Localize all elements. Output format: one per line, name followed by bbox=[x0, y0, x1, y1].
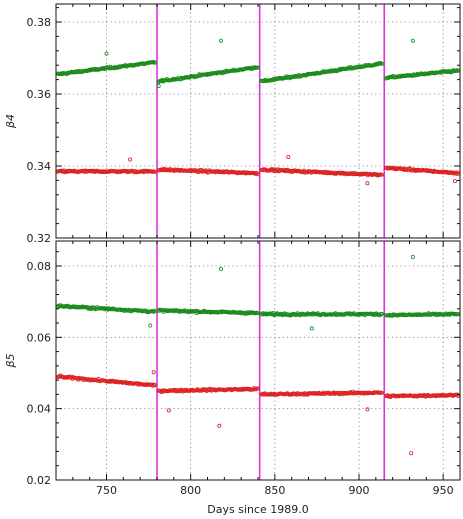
data-point bbox=[255, 65, 260, 70]
data-point-outlier bbox=[286, 154, 291, 159]
y-tick-label: 0.04 bbox=[27, 403, 52, 416]
data-point bbox=[255, 386, 260, 391]
y-tick-label: 0.08 bbox=[27, 260, 52, 273]
y-tick-label: 0.38 bbox=[27, 16, 52, 29]
data-point bbox=[276, 76, 281, 81]
data-point-outlier bbox=[452, 179, 457, 184]
data-point bbox=[96, 376, 101, 381]
data-point bbox=[449, 392, 454, 397]
data-point bbox=[357, 64, 362, 69]
data-point bbox=[379, 172, 384, 177]
bottom-xtick-labels: 750 800 850 900 950 bbox=[96, 484, 454, 497]
y-tick-label: 0.06 bbox=[27, 331, 52, 344]
data-point-outlier bbox=[365, 407, 370, 412]
data-point bbox=[291, 169, 296, 174]
data-point bbox=[177, 388, 182, 393]
data-point bbox=[378, 61, 383, 66]
data-point bbox=[444, 69, 449, 74]
data-point bbox=[90, 305, 95, 310]
y-tick-label: 0.34 bbox=[27, 160, 52, 173]
x-tick-label: 900 bbox=[349, 484, 370, 497]
data-point-outlier bbox=[148, 323, 153, 328]
data-point bbox=[255, 172, 260, 177]
top-vlines bbox=[156, 4, 386, 238]
data-point bbox=[338, 66, 343, 71]
y-tick-label: 0.36 bbox=[27, 88, 52, 101]
data-point-outlier bbox=[128, 157, 133, 162]
x-tick-label: 850 bbox=[264, 484, 285, 497]
data-point bbox=[152, 169, 157, 174]
data-point bbox=[281, 76, 286, 81]
data-point-outlier bbox=[410, 255, 415, 260]
data-point bbox=[379, 311, 384, 316]
top-ytick-labels: 0.32 0.34 0.36 0.38 bbox=[27, 16, 52, 245]
data-point-outlier bbox=[151, 370, 156, 375]
x-axis-label: Days since 1989.0 bbox=[207, 503, 309, 516]
data-point bbox=[108, 378, 113, 383]
data-point bbox=[140, 61, 145, 66]
data-point bbox=[152, 60, 157, 65]
data-point-outlier bbox=[218, 266, 223, 271]
data-point bbox=[142, 308, 147, 313]
data-point bbox=[127, 381, 132, 386]
data-point-outlier bbox=[309, 326, 314, 331]
data-point-outlier bbox=[410, 38, 415, 43]
top-frame bbox=[55, 3, 461, 239]
data-point bbox=[332, 312, 337, 317]
x-tick-label: 750 bbox=[96, 484, 117, 497]
bottom-vlines bbox=[156, 241, 386, 480]
top-y-axis-label: β4 bbox=[4, 114, 17, 129]
data-point bbox=[152, 383, 157, 388]
top-points bbox=[55, 38, 461, 186]
data-point bbox=[79, 305, 84, 310]
x-tick-label: 800 bbox=[180, 484, 201, 497]
data-point bbox=[309, 311, 314, 316]
bottom-frame bbox=[55, 240, 461, 481]
data-point-outlier bbox=[218, 38, 223, 43]
data-point-outlier bbox=[365, 181, 370, 186]
x-tick-label: 950 bbox=[433, 484, 454, 497]
bottom-ticks bbox=[55, 241, 461, 481]
bottom-ytick-labels: 0.02 0.04 0.06 0.08 bbox=[27, 260, 52, 487]
data-point-outlier bbox=[409, 451, 414, 456]
data-point-outlier bbox=[217, 423, 222, 428]
top-ticks bbox=[55, 4, 461, 239]
data-point bbox=[152, 308, 157, 313]
y-tick-label: 0.02 bbox=[27, 474, 52, 487]
top-grid bbox=[56, 4, 460, 239]
y-tick-label: 0.32 bbox=[27, 232, 52, 245]
data-point bbox=[438, 392, 443, 397]
bottom-panel: 0.02 0.04 0.06 0.08 750 800 850 900 950 β5 Days… bbox=[4, 240, 461, 516]
bottom-y-axis-label: β5 bbox=[4, 353, 17, 368]
data-point-outlier bbox=[156, 84, 161, 89]
data-point-outlier bbox=[104, 51, 109, 56]
data-point bbox=[363, 63, 368, 68]
data-point bbox=[170, 77, 175, 82]
data-point bbox=[121, 307, 126, 312]
bottom-grid bbox=[56, 241, 460, 481]
data-point-outlier bbox=[166, 408, 171, 413]
data-point bbox=[114, 169, 119, 174]
data-point bbox=[255, 311, 260, 316]
data-point bbox=[313, 169, 318, 174]
bottom-points bbox=[55, 255, 461, 456]
top-panel: 0.32 0.34 0.36 0.38 β4 bbox=[4, 3, 461, 245]
data-point bbox=[379, 61, 384, 66]
data-point bbox=[379, 390, 384, 395]
